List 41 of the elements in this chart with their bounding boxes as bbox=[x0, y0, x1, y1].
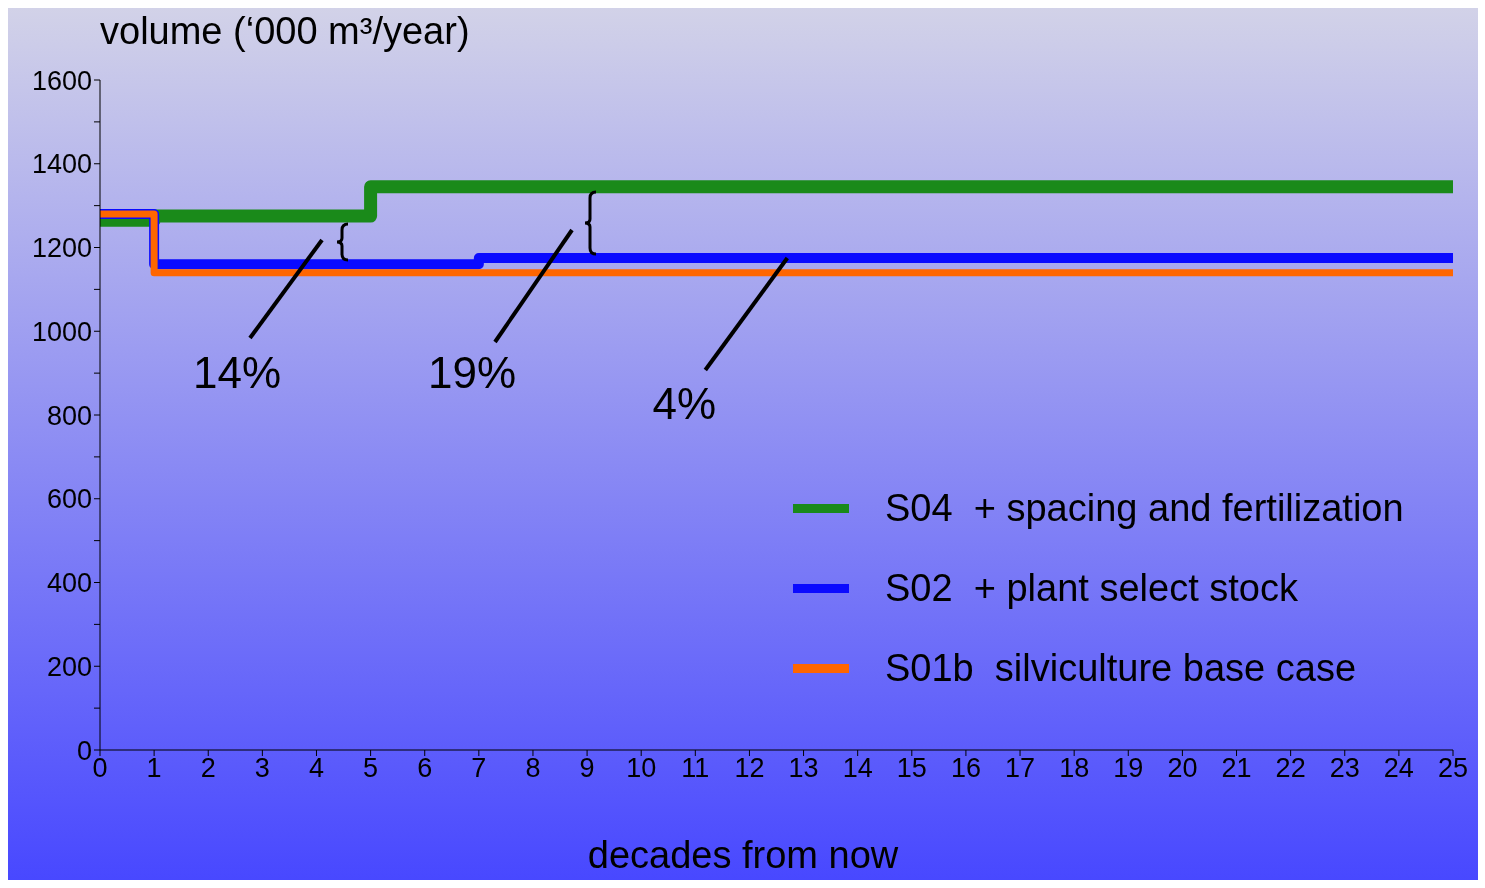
x-tick-label: 20 bbox=[1167, 753, 1198, 784]
x-tick-label: 19 bbox=[1113, 753, 1144, 784]
legend-label: S02 + plant select stock bbox=[885, 566, 1298, 610]
x-tick-label: 7 bbox=[471, 753, 487, 784]
x-tick-label: 14 bbox=[842, 753, 873, 784]
x-tick-label: 1 bbox=[146, 753, 162, 784]
x-tick-label: 4 bbox=[308, 753, 324, 784]
y-tick-label: 1600 bbox=[31, 65, 92, 96]
x-tick-label: 2 bbox=[200, 753, 216, 784]
x-tick-label: 9 bbox=[579, 753, 595, 784]
annotation: 14% bbox=[192, 348, 282, 397]
y-tick-label: 1000 bbox=[31, 316, 92, 347]
x-tick-label: 10 bbox=[626, 753, 657, 784]
x-tick-label: 12 bbox=[734, 753, 765, 784]
x-tick-label: 21 bbox=[1221, 753, 1252, 784]
x-tick-label: 5 bbox=[363, 753, 379, 784]
x-tick-label: 22 bbox=[1275, 753, 1306, 784]
x-tick-label: 17 bbox=[1005, 753, 1036, 784]
x-tick-label: 13 bbox=[788, 753, 819, 784]
y-tick-label: 400 bbox=[46, 568, 92, 599]
y-tick-label: 800 bbox=[46, 400, 92, 431]
y-tick-label: 600 bbox=[46, 484, 92, 515]
x-tick-label: 18 bbox=[1059, 753, 1090, 784]
legend-label: S01b silviculture base case bbox=[885, 646, 1357, 690]
y-axis-title: volume (‘000 m³/year) bbox=[100, 10, 470, 53]
annotation: 19% bbox=[427, 348, 517, 397]
x-tick-label: 6 bbox=[417, 753, 433, 784]
x-axis-title: decades from now bbox=[586, 834, 900, 877]
x-tick-label: 3 bbox=[254, 753, 270, 784]
x-tick-label: 15 bbox=[896, 753, 927, 784]
x-tick-label: 24 bbox=[1383, 753, 1414, 784]
legend-label: S04 + spacing and fertilization bbox=[885, 486, 1404, 530]
y-tick-label: 200 bbox=[46, 651, 92, 682]
x-tick-label: 11 bbox=[681, 753, 710, 784]
y-tick-label: 1400 bbox=[31, 149, 92, 180]
x-tick-label: 16 bbox=[950, 753, 981, 784]
x-tick-label: 8 bbox=[525, 753, 541, 784]
y-tick-label: 1200 bbox=[31, 233, 92, 264]
x-tick-label: 25 bbox=[1437, 753, 1469, 784]
annotation: 4% bbox=[652, 378, 717, 428]
x-tick-label: 23 bbox=[1329, 753, 1360, 784]
